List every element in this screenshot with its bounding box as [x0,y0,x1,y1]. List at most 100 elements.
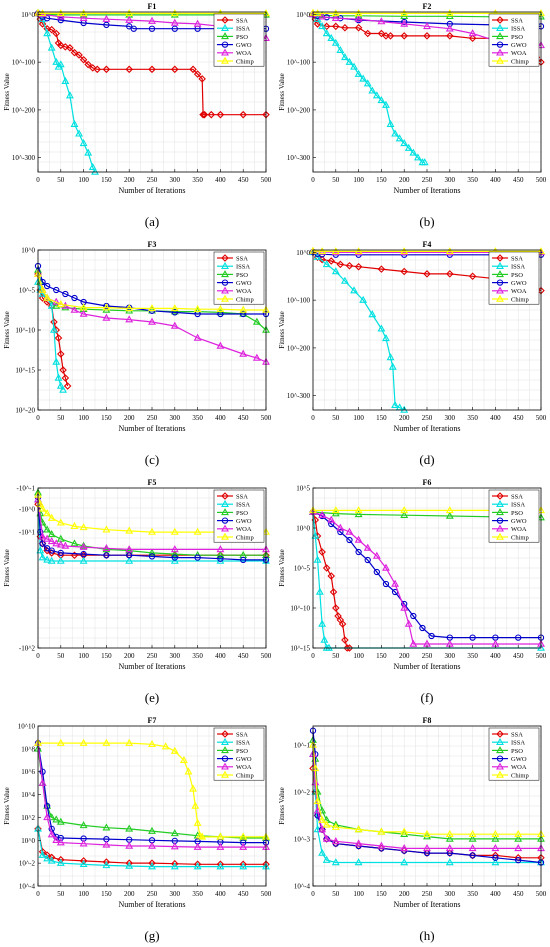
data-point-gwo [148,25,156,32]
x-tick-label: 250 [422,414,433,422]
x-tick-label: 100 [353,176,364,184]
legend-label-pso: PSO [511,510,523,517]
legend-marker-issa [496,737,504,745]
data-point-woa [56,540,65,548]
data-point-issa [318,848,327,856]
legend-marker-woa [221,48,229,56]
legend-marker-gwo [496,279,504,286]
data-point-woa [38,778,47,786]
series-line-chimp [312,744,541,835]
data-point-ssa [318,548,326,556]
y-tick-label: 10^-2 [19,860,36,868]
y-tick-label: -10^-1 [17,485,36,493]
legend-label-chimp: Chimp [236,772,254,779]
x-tick-label: 500 [536,414,547,422]
data-point-chimp [239,832,248,840]
data-point-issa [322,259,331,268]
x-tick-label: 150 [101,652,112,660]
data-point-ssa [354,262,363,271]
x-tick-label: 0 [36,890,40,898]
series-chimp [34,269,270,313]
data-point-gwo [57,834,64,842]
series-chimp [309,8,545,17]
x-tick-label: 400 [215,652,226,660]
data-point-gwo [171,309,178,316]
data-point-issa [325,643,333,651]
legend-label-gwo: GWO [511,280,527,287]
x-tick-label: 0 [311,176,315,184]
data-point-issa [56,556,65,564]
x-tick-label: 400 [490,176,501,184]
data-point-issa [315,587,324,595]
data-point-ssa [171,65,179,74]
data-point-woa [102,840,111,848]
data-point-chimp [170,304,179,312]
data-point-pso [148,548,156,556]
panel-caption: (e) [144,690,160,705]
x-tick-label: 500 [536,176,547,184]
x-tick-label: 250 [147,176,158,184]
chart-title: F7 [148,716,157,725]
x-tick-label: 100 [353,652,364,660]
legend-marker-ssa [221,254,229,262]
data-point-issa [537,643,545,651]
data-point-woa [331,13,340,21]
y-tick-label: 10^0 [296,11,310,19]
data-point-ssa [216,110,225,119]
x-tick-label: 50 [332,890,340,898]
data-point-chimp [38,285,47,293]
y-axis-label: Fitness Value [3,311,11,348]
panel-caption: (f) [420,690,434,705]
chart-f3: 0 50 100 150 200 250 300 350 400 450 500 10^0 10^-5 1… [3,240,272,433]
y-tick-label: 10^-5 [294,565,311,573]
y-tick-label: 10^-200 [12,106,36,114]
data-point-issa [386,119,395,127]
data-point-gwo [515,634,522,641]
y-tick-label: 10^-200 [287,344,311,352]
x-tick-label: 500 [261,176,272,184]
legend-label-woa: WOA [236,526,252,533]
data-point-ssa [102,65,111,74]
data-point-pso [52,301,61,309]
data-point-issa [320,635,329,643]
x-tick-label: 450 [238,176,249,184]
y-axis-label: Fitness Value [3,73,11,110]
data-point-woa [377,841,386,849]
data-point-issa [400,405,409,413]
x-axis-label: Number of Iterations [393,662,460,671]
data-point-gwo [401,18,408,26]
data-point-ssa [61,43,70,51]
legend-marker-woa [221,286,229,294]
data-point-woa [239,842,248,850]
data-point-issa [400,858,409,866]
data-point-issa [88,162,97,170]
data-point-chimp [491,829,500,837]
x-tick-label: 400 [490,652,501,660]
x-tick-label: 150 [376,652,387,660]
data-point-issa [91,167,99,175]
data-point-ssa [354,23,363,32]
data-point-woa [43,534,52,542]
data-point-issa [322,855,331,863]
series-line-issa [37,828,266,868]
data-point-issa [445,858,454,866]
data-point-gwo [346,536,353,544]
x-tick-label: 400 [215,414,226,422]
x-tick-label: 300 [170,652,181,660]
data-point-gwo [240,310,247,318]
data-point-chimp [191,801,200,809]
data-point-chimp [400,827,409,835]
data-point-issa [354,69,363,77]
data-point-chimp [125,304,134,312]
series-chimp [34,490,270,535]
data-point-chimp [311,764,320,772]
legend-label-woa: WOA [236,764,252,771]
data-point-chimp [423,829,431,837]
data-point-issa [170,862,179,870]
data-point-ssa [322,564,331,572]
chart-f2: 0 50 100 150 200 250 300 350 400 450 500 10^0 10^-10… [278,2,547,195]
y-tick-label: 10^0 [21,837,35,845]
legend-marker-issa [221,737,229,745]
data-point-ssa [332,604,340,612]
